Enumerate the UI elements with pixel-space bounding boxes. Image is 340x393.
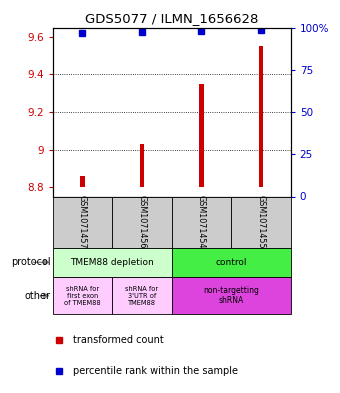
Bar: [53, 196, 112, 248]
Text: GSM1071457: GSM1071457: [78, 195, 87, 249]
Text: transformed count: transformed count: [73, 334, 164, 345]
Text: shRNA for
first exon
of TMEM88: shRNA for first exon of TMEM88: [64, 286, 101, 306]
Bar: [199, 84, 204, 187]
Text: control: control: [216, 258, 247, 267]
Bar: [139, 144, 144, 187]
Text: TMEM88 depletion: TMEM88 depletion: [70, 258, 154, 267]
Text: percentile rank within the sample: percentile rank within the sample: [73, 366, 238, 376]
Text: GSM1071455: GSM1071455: [256, 195, 266, 249]
Bar: [112, 277, 172, 314]
Bar: [53, 277, 112, 314]
Text: GSM1071454: GSM1071454: [197, 195, 206, 249]
Text: protocol: protocol: [11, 257, 50, 267]
Bar: [231, 196, 291, 248]
Bar: [53, 248, 172, 277]
Bar: [258, 46, 263, 187]
Text: GSM1071456: GSM1071456: [137, 195, 147, 249]
Title: GDS5077 / ILMN_1656628: GDS5077 / ILMN_1656628: [85, 12, 258, 25]
Bar: [172, 248, 291, 277]
Text: other: other: [24, 291, 50, 301]
Bar: [112, 196, 172, 248]
Bar: [80, 176, 85, 187]
Text: non-targetting
shRNA: non-targetting shRNA: [203, 286, 259, 305]
Bar: [172, 277, 291, 314]
Bar: [172, 196, 231, 248]
Text: shRNA for
3'UTR of
TMEM88: shRNA for 3'UTR of TMEM88: [125, 286, 158, 306]
